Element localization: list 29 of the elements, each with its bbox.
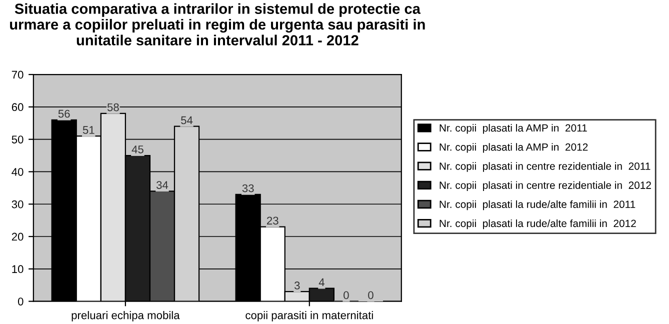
data-label: 54 [181, 116, 193, 124]
y-tick-label: 40 [12, 168, 24, 176]
legend-label: Nr. copii plasati la AMP in 2011 [440, 124, 587, 134]
data-label: 4 [318, 278, 324, 286]
data-label: 45 [132, 146, 144, 154]
legend-label: Nr. copii plasati in centre rezidentiale in 2012 [440, 181, 651, 191]
data-label: 23 [267, 216, 278, 225]
data-label: 0 [368, 291, 374, 300]
y-tick-label: 50 [12, 136, 24, 144]
y-tick-label: 10 [12, 265, 24, 274]
legend-label: Nr. copii plasati in centre rezidentiale in 2011 [440, 162, 650, 172]
y-tick-label: 20 [12, 232, 24, 241]
y-tick-label: 60 [12, 103, 24, 112]
data-label: 58 [107, 103, 119, 112]
y-tick-label: 0 [18, 298, 24, 306]
x-tick-label: copii parasiti in maternitati [246, 311, 373, 322]
data-label: 3 [294, 282, 300, 290]
legend-label: Nr. copii plasati la rude/alte familii in 2011 [440, 200, 636, 210]
y-tick-label: 70 [12, 70, 24, 79]
chart-title: Situatia comparativa a intrarilor in sistemul de protectie ca urmare a copiilor preluati in regim de urgenta sau parasiti in unitatile sanitare in intervalul 2011 - 2012 [10, 3, 425, 46]
x-tick-label: preluari echipa mobila [72, 311, 180, 322]
legend-label: Nr. copii plasati la AMP in 2012 [440, 143, 588, 153]
data-label: 0 [344, 291, 349, 300]
data-label: 33 [242, 184, 254, 192]
data-label: 56 [58, 110, 70, 118]
legend-label: Nr. copii plasati la rude/alte familii in 2012 [440, 219, 636, 230]
data-label: 34 [156, 181, 168, 189]
y-tick-label: 30 [12, 200, 24, 208]
data-label: 51 [82, 126, 94, 134]
